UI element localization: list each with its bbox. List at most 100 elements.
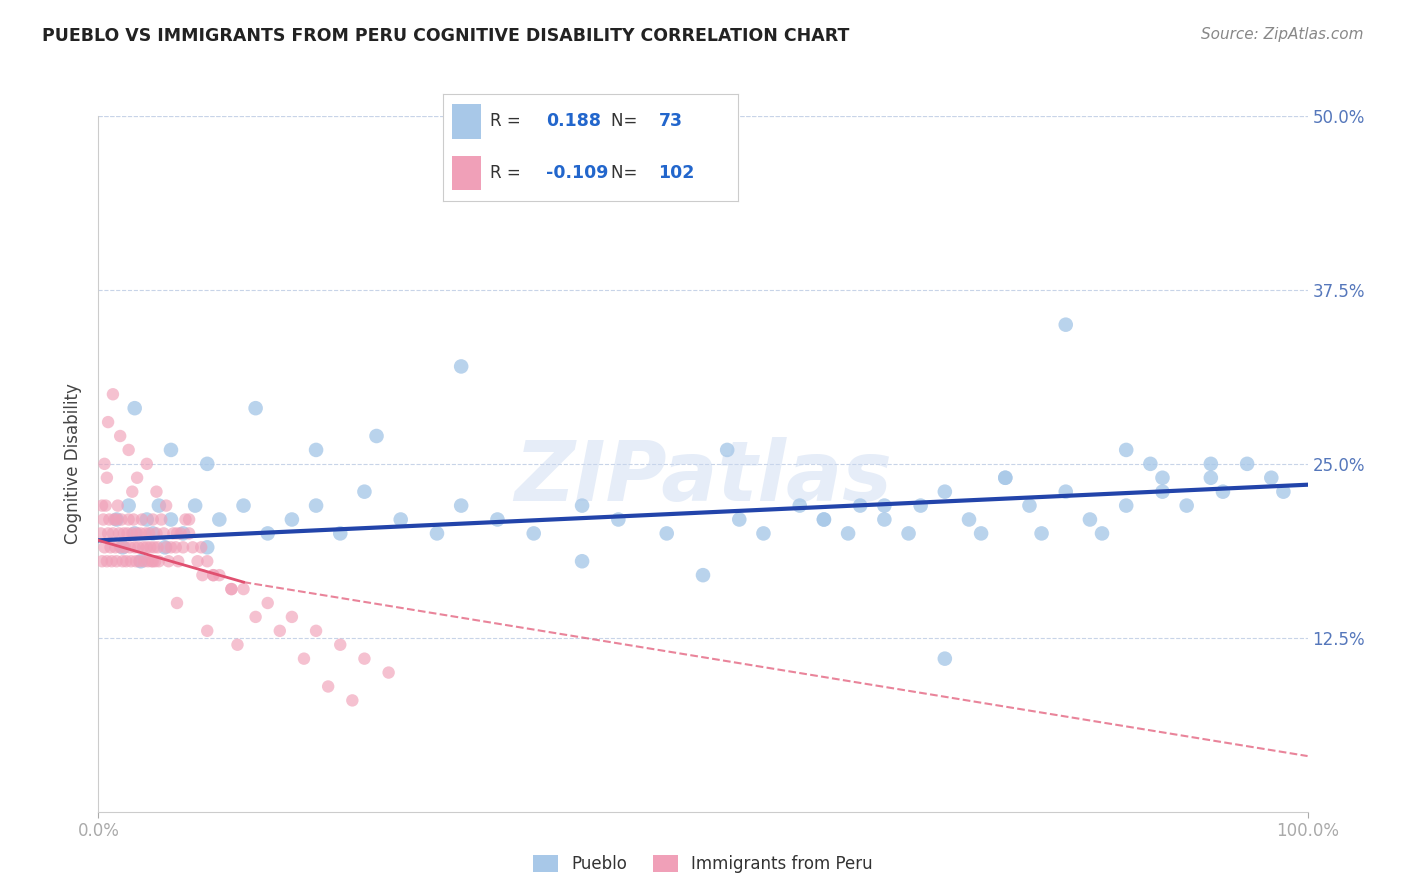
Point bbox=[110, 512, 132, 526]
Point bbox=[160, 512, 183, 526]
Point bbox=[97, 526, 120, 541]
Point bbox=[179, 512, 201, 526]
Point bbox=[353, 651, 375, 665]
Point bbox=[172, 541, 194, 555]
Point bbox=[1031, 526, 1053, 541]
Point bbox=[1152, 471, 1174, 485]
Point bbox=[957, 512, 980, 526]
Point bbox=[377, 665, 399, 680]
Point bbox=[292, 651, 315, 665]
Point bbox=[789, 499, 811, 513]
Point bbox=[655, 526, 678, 541]
Point bbox=[1260, 471, 1282, 485]
Point bbox=[607, 512, 630, 526]
Point bbox=[124, 526, 146, 541]
Point bbox=[91, 499, 114, 513]
Point bbox=[221, 582, 243, 596]
Point bbox=[813, 512, 835, 526]
Point bbox=[105, 512, 128, 526]
Point bbox=[120, 554, 142, 568]
Point bbox=[389, 512, 412, 526]
Point bbox=[245, 401, 267, 416]
Point bbox=[162, 526, 184, 541]
Point bbox=[105, 512, 128, 526]
Point bbox=[366, 429, 388, 443]
Point bbox=[150, 512, 173, 526]
Point bbox=[195, 624, 218, 638]
Text: PUEBLO VS IMMIGRANTS FROM PERU COGNITIVE DISABILITY CORRELATION CHART: PUEBLO VS IMMIGRANTS FROM PERU COGNITIVE… bbox=[42, 27, 849, 45]
Point bbox=[195, 554, 218, 568]
Point bbox=[153, 541, 176, 555]
Point bbox=[121, 484, 143, 499]
Point bbox=[226, 638, 249, 652]
Point bbox=[118, 442, 141, 457]
Point bbox=[127, 471, 149, 485]
Point bbox=[202, 568, 225, 582]
Point bbox=[191, 568, 214, 582]
Point bbox=[305, 624, 328, 638]
Point bbox=[146, 541, 169, 555]
Point bbox=[1115, 442, 1137, 457]
Point bbox=[426, 526, 449, 541]
Point bbox=[142, 554, 165, 568]
Point bbox=[1018, 499, 1040, 513]
Point bbox=[111, 541, 134, 555]
Point bbox=[108, 526, 131, 541]
Point bbox=[728, 512, 751, 526]
Point bbox=[127, 541, 149, 555]
Point bbox=[305, 442, 328, 457]
Point bbox=[172, 526, 194, 541]
Point bbox=[316, 680, 339, 694]
Point bbox=[873, 499, 896, 513]
Point bbox=[1199, 471, 1222, 485]
Point bbox=[100, 541, 122, 555]
Point bbox=[910, 499, 932, 513]
Point bbox=[115, 554, 138, 568]
Point bbox=[131, 512, 153, 526]
Point bbox=[105, 554, 128, 568]
Point bbox=[157, 554, 180, 568]
Point bbox=[134, 554, 156, 568]
Point bbox=[179, 526, 201, 541]
Point bbox=[112, 526, 135, 541]
Point bbox=[208, 568, 231, 582]
FancyBboxPatch shape bbox=[451, 156, 481, 190]
Point bbox=[202, 568, 225, 582]
Point bbox=[269, 624, 291, 638]
Point bbox=[837, 526, 859, 541]
Point bbox=[100, 554, 122, 568]
Point bbox=[96, 554, 118, 568]
Point bbox=[91, 512, 114, 526]
Point bbox=[90, 526, 112, 541]
Text: R =: R = bbox=[491, 164, 526, 182]
Point bbox=[148, 554, 170, 568]
Point bbox=[571, 554, 593, 568]
Point bbox=[111, 554, 134, 568]
Point bbox=[256, 596, 278, 610]
Point bbox=[849, 499, 872, 513]
Point bbox=[190, 541, 212, 555]
Point bbox=[1115, 499, 1137, 513]
Point bbox=[117, 526, 139, 541]
Point bbox=[155, 499, 177, 513]
Point bbox=[184, 499, 207, 513]
Point bbox=[94, 499, 117, 513]
Point bbox=[232, 499, 254, 513]
Point bbox=[450, 499, 472, 513]
Point bbox=[97, 415, 120, 429]
Point bbox=[103, 512, 125, 526]
Point bbox=[127, 526, 149, 541]
Point bbox=[93, 541, 115, 555]
Point bbox=[1175, 499, 1198, 513]
Point bbox=[160, 442, 183, 457]
Point bbox=[256, 526, 278, 541]
Point bbox=[342, 693, 364, 707]
Point bbox=[132, 541, 155, 555]
Point bbox=[118, 499, 141, 513]
Point bbox=[138, 526, 160, 541]
Legend: Pueblo, Immigrants from Peru: Pueblo, Immigrants from Peru bbox=[527, 848, 879, 880]
Point bbox=[994, 471, 1017, 485]
Point bbox=[145, 484, 167, 499]
Point bbox=[329, 638, 352, 652]
Point bbox=[692, 568, 714, 582]
